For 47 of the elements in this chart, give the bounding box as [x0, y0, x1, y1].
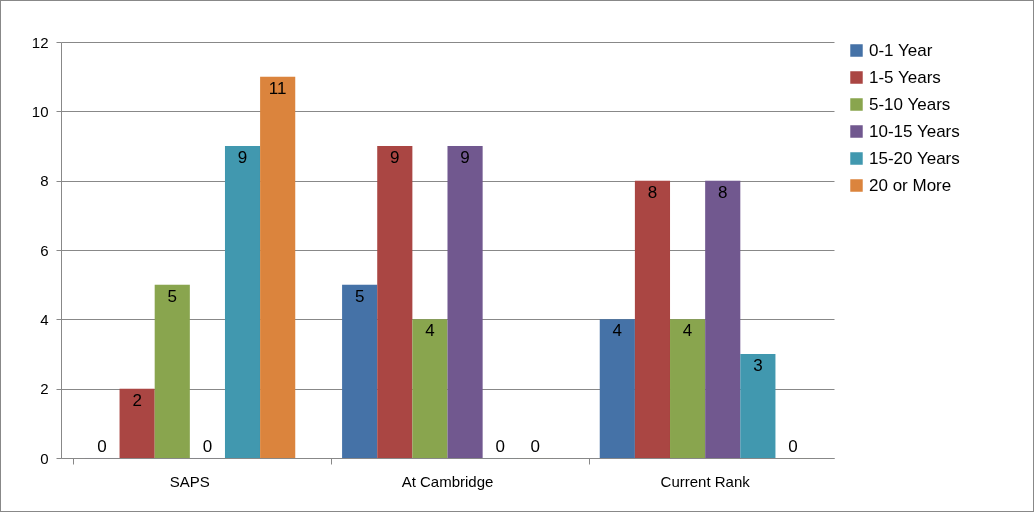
data-label: 4 [425, 321, 435, 341]
bar [411, 318, 448, 459]
data-label: 2 [132, 390, 142, 410]
data-label: 9 [237, 148, 248, 167]
legend-label: 5-10 Years [869, 94, 951, 114]
data-label: 8 [647, 182, 658, 202]
legend-label: 10-15 Years [869, 121, 960, 141]
data-label: 4 [612, 321, 623, 341]
y-tick-label: 2 [40, 380, 49, 398]
bar [634, 180, 671, 459]
legend-label: 20 or More [869, 175, 952, 195]
legend-label: 1-5 Years [869, 67, 941, 87]
data-label: 4 [682, 321, 693, 341]
y-tick-label: 10 [31, 102, 49, 120]
bar [739, 353, 776, 459]
bar [599, 318, 636, 459]
data-label: 3 [753, 356, 763, 375]
y-tick-label: 8 [40, 172, 49, 190]
bar [259, 76, 296, 459]
bar [376, 145, 413, 459]
y-tick-label: 0 [40, 449, 49, 467]
x-tick-label: SAPS [169, 472, 210, 490]
data-label: 9 [460, 148, 470, 167]
x-tick-label: Current Rank [660, 472, 751, 490]
data-label: 0 [495, 437, 505, 456]
data-label: 11 [268, 78, 287, 98]
data-label: 5 [167, 286, 177, 306]
bar [154, 284, 191, 459]
y-tick-label: 6 [40, 241, 49, 259]
data-label: 8 [718, 182, 728, 202]
legend-label: 0-1 Year [869, 40, 933, 60]
y-tick-label: 4 [40, 310, 49, 328]
legend-label: 15-20 Years [869, 148, 960, 168]
bar [704, 180, 741, 459]
bar [119, 388, 156, 459]
data-label: 9 [390, 148, 400, 167]
bar [341, 284, 378, 459]
x-tick-label: At Cambridge [401, 472, 494, 490]
data-label: 0 [202, 437, 213, 456]
bar [224, 145, 261, 459]
y-tick-label: 12 [31, 33, 49, 51]
data-label: 0 [530, 437, 541, 456]
data-label: 0 [97, 437, 107, 456]
bar [669, 318, 706, 459]
data-label: 0 [788, 437, 798, 456]
bar [447, 145, 484, 459]
data-label: 5 [354, 286, 365, 306]
